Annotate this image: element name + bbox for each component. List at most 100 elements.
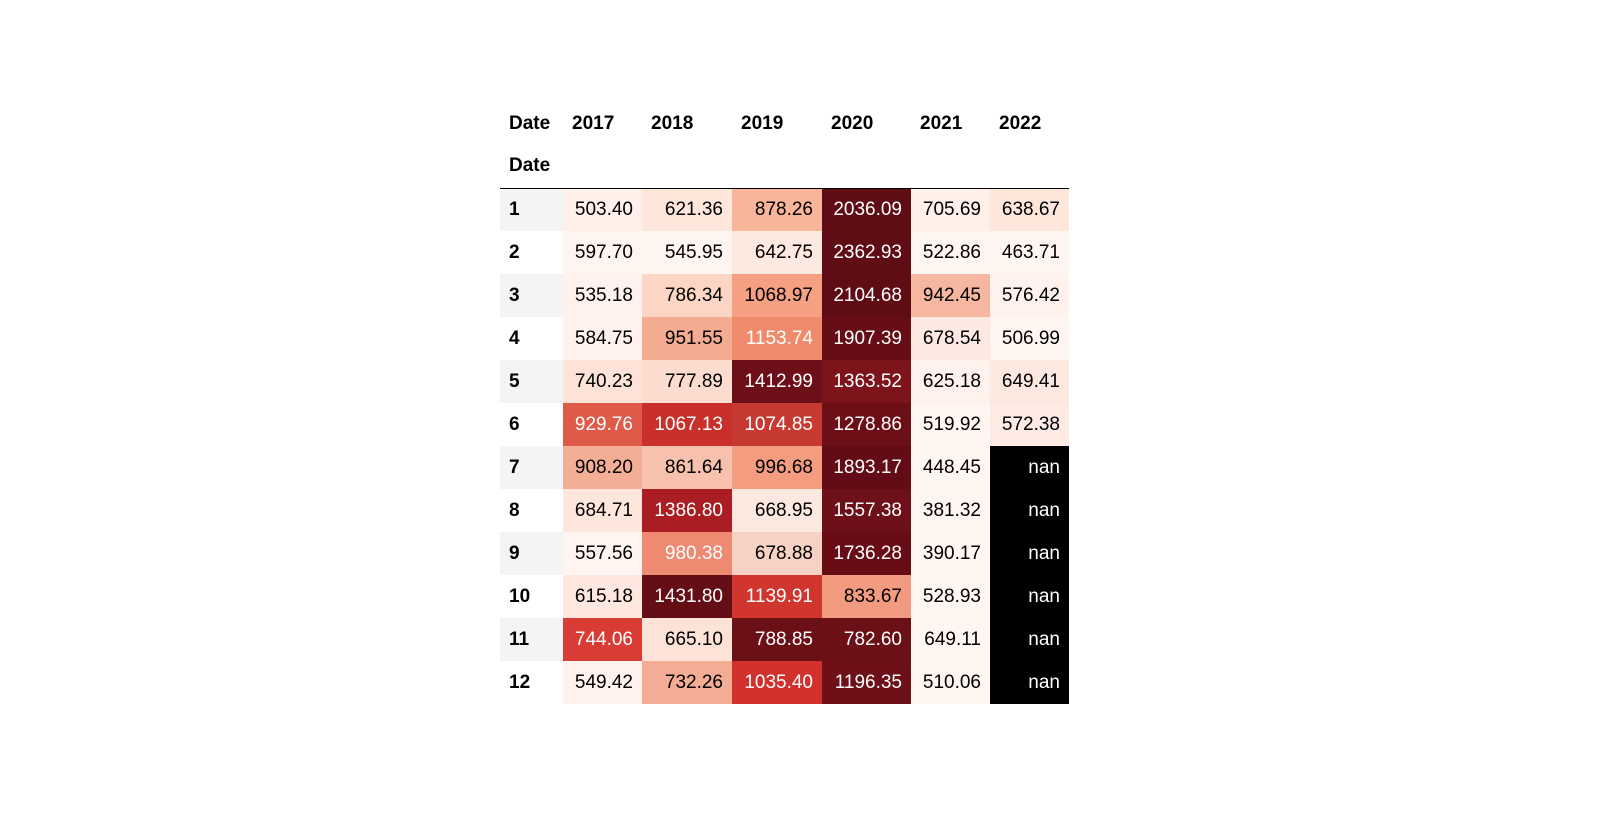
table-row: 2 597.70 545.95 642.75 2362.93 522.86 463.71 <box>500 231 1069 274</box>
column-header: 2017 <box>563 102 642 145</box>
column-header: 2021 <box>911 102 990 145</box>
column-header: 2022 <box>990 102 1069 145</box>
index-name-row: Date <box>500 145 1069 189</box>
blank-header-cell <box>822 145 911 189</box>
heatmap-cell: 545.95 <box>642 231 732 274</box>
heatmap-cell: 908.20 <box>563 446 642 489</box>
table-row: 6 929.76 1067.13 1074.85 1278.86 519.92 572.38 <box>500 403 1069 446</box>
heatmap-cell: 522.86 <box>911 231 990 274</box>
heatmap-cell: 510.06 <box>911 661 990 704</box>
heatmap-cell-nan: nan <box>990 661 1069 704</box>
heatmap-cell: 615.18 <box>563 575 642 618</box>
row-index-label: 9 <box>500 532 563 575</box>
heatmap-cell: 1139.91 <box>732 575 822 618</box>
table-row: 1 503.40 621.36 878.26 2036.09 705.69 638.67 <box>500 188 1069 231</box>
row-index-label: 3 <box>500 274 563 317</box>
table-row: 5 740.23 777.89 1412.99 1363.52 625.18 649.41 <box>500 360 1069 403</box>
row-index-label: 7 <box>500 446 563 489</box>
table-body: 1 503.40 621.36 878.26 2036.09 705.69 638.67 2 5… <box>500 188 1069 704</box>
heatmap-cell: 1067.13 <box>642 403 732 446</box>
heatmap-cell: 572.38 <box>990 403 1069 446</box>
row-index-label: 12 <box>500 661 563 704</box>
heatmap-cell: 786.34 <box>642 274 732 317</box>
table-row: 9 557.56 980.38 678.88 1736.28 390.17 nan <box>500 532 1069 575</box>
heatmap-cell: 668.95 <box>732 489 822 532</box>
heatmap-cell: 1557.38 <box>822 489 911 532</box>
heatmap-cell: 448.45 <box>911 446 990 489</box>
heatmap-cell: 684.71 <box>563 489 642 532</box>
heatmap-cell: 642.75 <box>732 231 822 274</box>
heatmap-cell: 833.67 <box>822 575 911 618</box>
heatmap-cell-nan: nan <box>990 532 1069 575</box>
heatmap-cell: 576.42 <box>990 274 1069 317</box>
blank-header-cell <box>911 145 990 189</box>
heatmap-cell: 1153.74 <box>732 317 822 360</box>
heatmap-cell: 535.18 <box>563 274 642 317</box>
heatmap-cell: 506.99 <box>990 317 1069 360</box>
heatmap-cell: 597.70 <box>563 231 642 274</box>
heatmap-cell: 1893.17 <box>822 446 911 489</box>
heatmap-cell: 782.60 <box>822 618 911 661</box>
table-row: 11 744.06 665.10 788.85 782.60 649.11 nan <box>500 618 1069 661</box>
heatmap-cell: 1412.99 <box>732 360 822 403</box>
row-index-label: 11 <box>500 618 563 661</box>
row-index-label: 5 <box>500 360 563 403</box>
heatmap-cell-nan: nan <box>990 618 1069 661</box>
heatmap-cell: 861.64 <box>642 446 732 489</box>
heatmap-cell: 2036.09 <box>822 188 911 231</box>
blank-header-cell <box>732 145 822 189</box>
heatmap-cell: 390.17 <box>911 532 990 575</box>
heatmap-cell: 621.36 <box>642 188 732 231</box>
row-index-label: 10 <box>500 575 563 618</box>
heatmap-cell: 503.40 <box>563 188 642 231</box>
heatmap-cell-nan: nan <box>990 575 1069 618</box>
table-row: 10 615.18 1431.80 1139.91 833.67 528.93 nan <box>500 575 1069 618</box>
heatmap-cell: 1074.85 <box>732 403 822 446</box>
heatmap-cell: 649.11 <box>911 618 990 661</box>
heatmap-cell: 625.18 <box>911 360 990 403</box>
heatmap-cell: 744.06 <box>563 618 642 661</box>
blank-header-cell <box>990 145 1069 189</box>
heatmap-cell: 557.56 <box>563 532 642 575</box>
row-index-label: 1 <box>500 188 563 231</box>
heatmap-cell: 996.68 <box>732 446 822 489</box>
table-row: 8 684.71 1386.80 668.95 1557.38 381.32 nan <box>500 489 1069 532</box>
heatmap-cell-nan: nan <box>990 446 1069 489</box>
heatmap-cell: 381.32 <box>911 489 990 532</box>
heatmap-cell: 929.76 <box>563 403 642 446</box>
heatmap-cell: 649.41 <box>990 360 1069 403</box>
column-header-row: Date 2017 2018 2019 2020 2021 2022 <box>500 102 1069 145</box>
heatmap-cell: 980.38 <box>642 532 732 575</box>
heatmap-cell: 584.75 <box>563 317 642 360</box>
table-row: 12 549.42 732.26 1035.40 1196.35 510.06 nan <box>500 661 1069 704</box>
heatmap-cell: 1736.28 <box>822 532 911 575</box>
heatmap-cell: 678.88 <box>732 532 822 575</box>
heatmap-cell: 1386.80 <box>642 489 732 532</box>
heatmap-cell: 1907.39 <box>822 317 911 360</box>
heatmap-cell: 678.54 <box>911 317 990 360</box>
heatmap-cell: 665.10 <box>642 618 732 661</box>
column-header: 2020 <box>822 102 911 145</box>
heatmap-cell: 2362.93 <box>822 231 911 274</box>
heatmap-cell: 788.85 <box>732 618 822 661</box>
row-index-label: 4 <box>500 317 563 360</box>
heatmap-cell: 528.93 <box>911 575 990 618</box>
heatmap-cell-nan: nan <box>990 489 1069 532</box>
heatmap-cell: 878.26 <box>732 188 822 231</box>
blank-header-cell <box>563 145 642 189</box>
heatmap-cell: 705.69 <box>911 188 990 231</box>
heatmap-table-container: Date 2017 2018 2019 2020 2021 2022 Date … <box>500 102 1069 704</box>
heatmap-cell: 951.55 <box>642 317 732 360</box>
heatmap-cell: 1196.35 <box>822 661 911 704</box>
column-axis-name: Date <box>500 102 563 145</box>
heatmap-cell: 1035.40 <box>732 661 822 704</box>
heatmap-cell: 519.92 <box>911 403 990 446</box>
heatmap-cell: 549.42 <box>563 661 642 704</box>
heatmap-cell: 2104.68 <box>822 274 911 317</box>
blank-header-cell <box>642 145 732 189</box>
column-header: 2019 <box>732 102 822 145</box>
row-index-label: 8 <box>500 489 563 532</box>
heatmap-cell: 1278.86 <box>822 403 911 446</box>
table-header: Date 2017 2018 2019 2020 2021 2022 Date <box>500 102 1069 189</box>
heatmap-cell: 740.23 <box>563 360 642 403</box>
